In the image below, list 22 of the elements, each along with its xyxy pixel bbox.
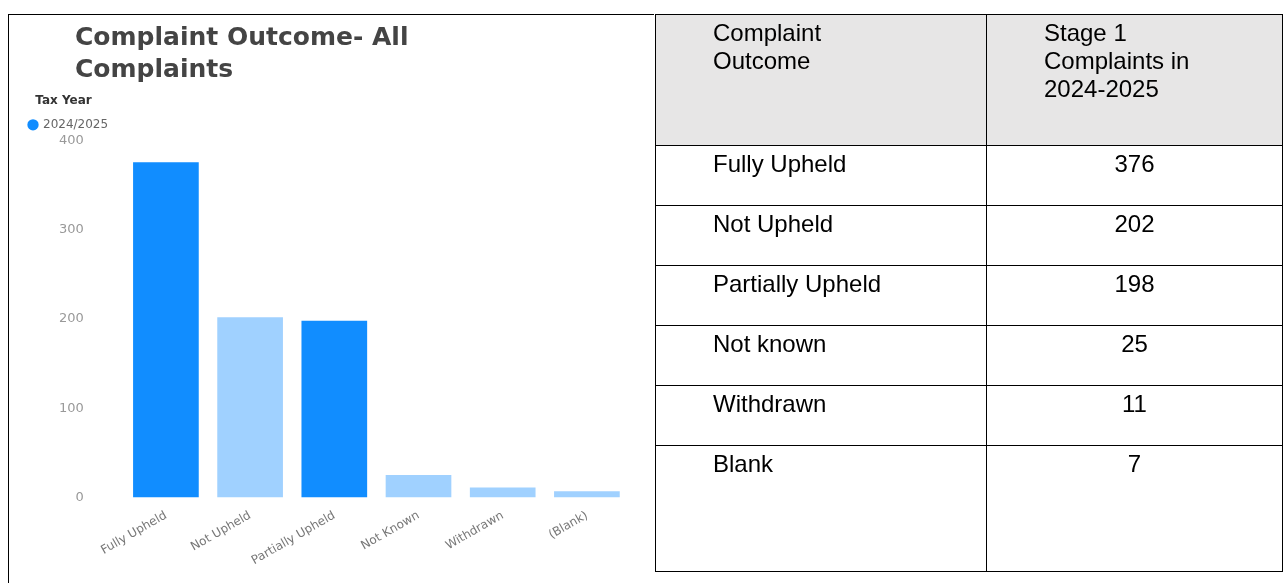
y-tick-label: 100 [58,399,84,415]
data-label: 202 [986,205,1283,266]
data-label: 25 [986,325,1283,386]
category-label: Not known [655,325,987,386]
legend-title: Tax Year [35,92,92,107]
y-tick-label: 200 [58,310,84,326]
data-label: 198 [986,265,1283,326]
data-label: 7 [986,445,1283,572]
category-label: Withdrawn [655,385,987,446]
y-tick-label: 300 [58,221,84,237]
chart-title: Complaint Outcome- All Complaints [75,21,410,85]
data-label: 376 [986,145,1283,206]
text: Stage 1 Complaints in 2024-2025 [1044,19,1191,103]
category-label: Not Upheld [655,205,987,266]
data-label: 11 [986,385,1283,446]
category-label: Partially Upheld [655,265,987,326]
category-label: Fully Upheld [655,145,987,206]
text: Complaint Outcome [713,19,823,75]
category-label: Blank [655,445,987,572]
legend-label: 2024/2025 [43,116,109,131]
y-tick-label: 0 [75,488,84,504]
y-tick-label: 400 [58,132,84,148]
